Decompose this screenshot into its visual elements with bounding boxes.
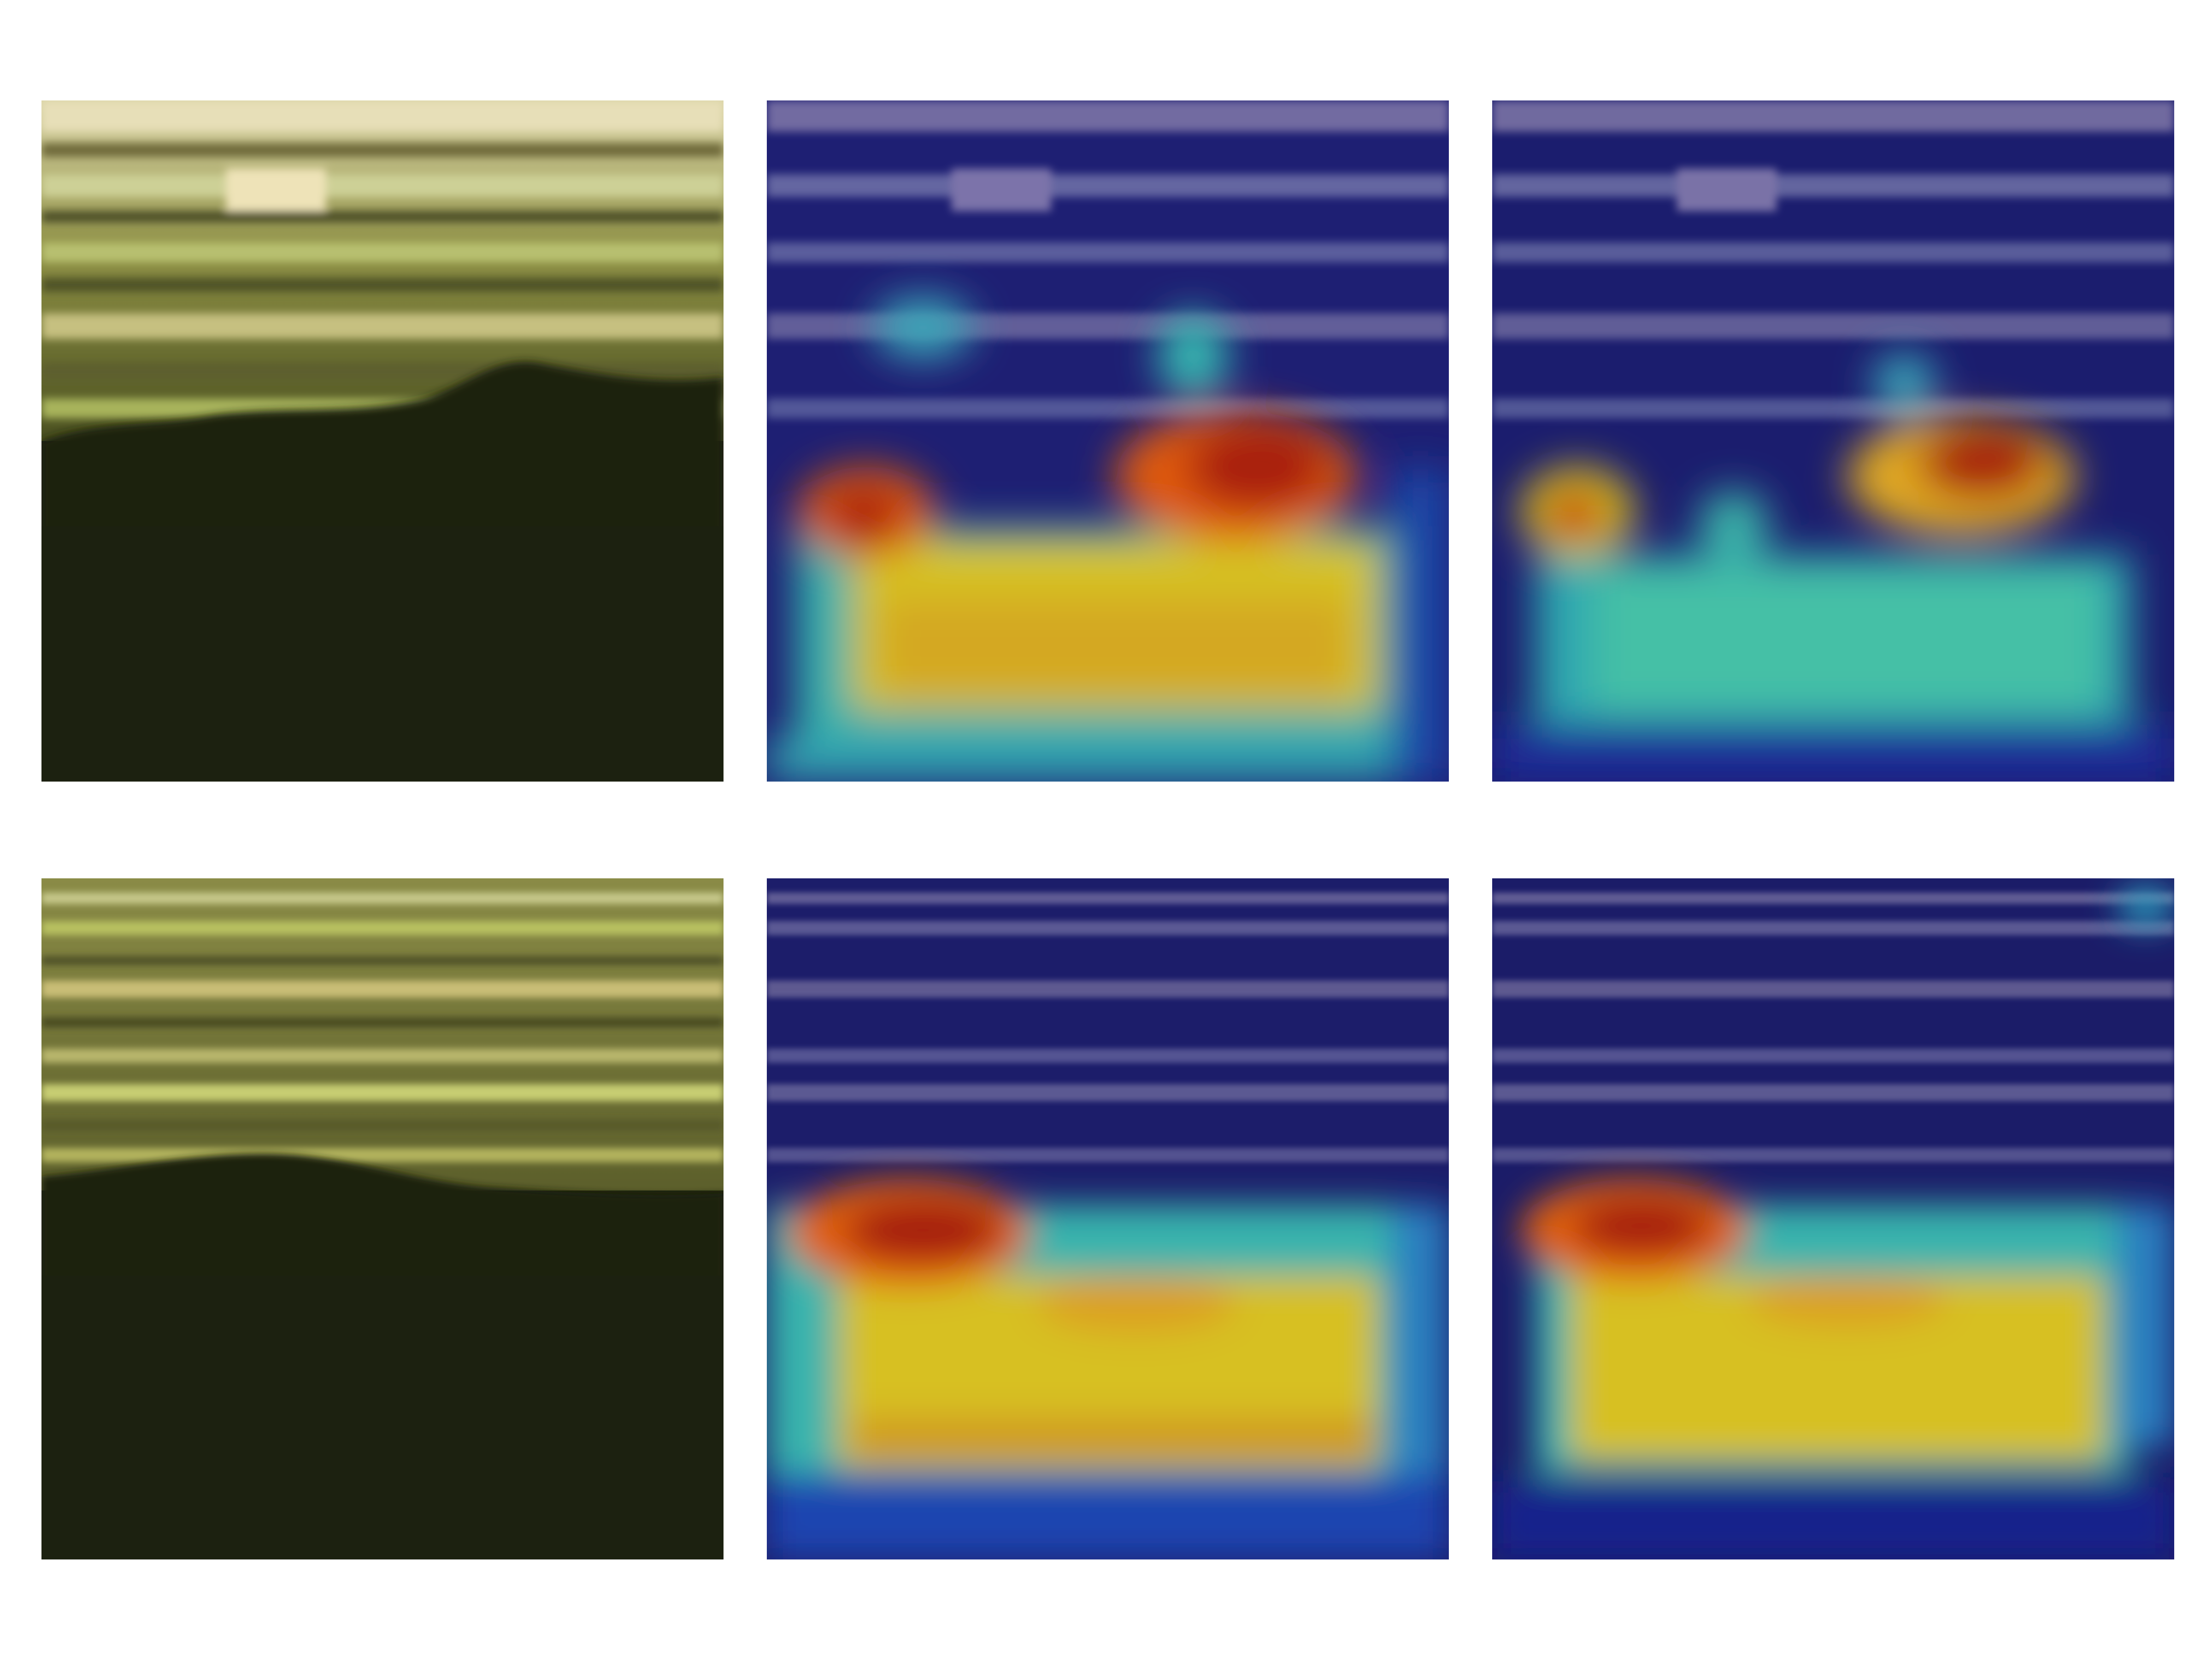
- micrograph-row2: [41, 878, 724, 1559]
- micrograph-row1: [41, 100, 724, 782]
- image-row2-heatmap-b: [1492, 878, 2174, 1559]
- image-row1-heatmap-a: [767, 100, 1449, 782]
- heatmap-row2-a: [767, 878, 1449, 1559]
- heatmap-row1-a: [767, 100, 1449, 782]
- image-row2-heatmap-a: [767, 878, 1449, 1559]
- image-row1-heatmap-b: [1492, 100, 2174, 782]
- heatmap-row2-b: [1492, 878, 2174, 1559]
- heatmap-row1-b: [1492, 100, 2174, 782]
- image-row1-original: [41, 100, 724, 782]
- image-row2-original: [41, 878, 724, 1559]
